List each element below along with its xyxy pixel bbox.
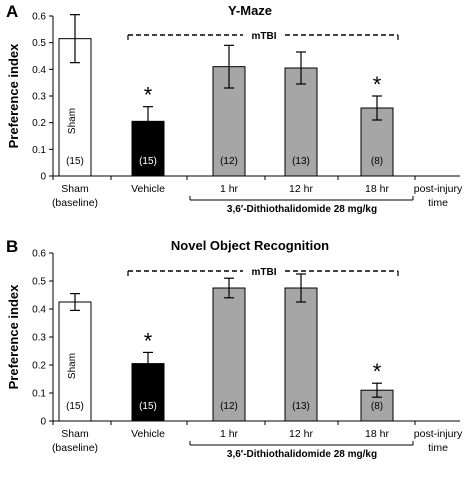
- significance-star: *: [373, 359, 382, 384]
- y-tick-label: 0.4: [32, 305, 46, 316]
- bracket-label: mTBI: [252, 31, 277, 42]
- panel-a: A Y-Maze Preference index 0 0.1 0.2 0.3 0.4 0.5 0…: [6, 2, 463, 215]
- category-label: Sham (baseline): [52, 183, 98, 209]
- n-label: (12): [220, 156, 238, 167]
- category-label: 1 hr: [220, 428, 239, 440]
- n-label: (15): [66, 156, 84, 167]
- significance-star: *: [144, 328, 153, 353]
- bar: [284, 287, 318, 422]
- n-label: (13): [292, 401, 310, 412]
- panel-letter: A: [6, 2, 18, 21]
- category-label: Sham (baseline): [52, 428, 98, 454]
- y-tick-label: 0: [40, 417, 46, 428]
- y-tick-label: 0.3: [32, 92, 46, 103]
- significance-star: *: [144, 83, 153, 108]
- bracket-label: mTBI: [252, 267, 277, 278]
- post-injury-label: post-injury time: [414, 183, 463, 209]
- n-label: (13): [292, 156, 310, 167]
- category-label: 1 hr: [220, 183, 239, 195]
- category-label: 18 hr: [365, 183, 389, 195]
- y-tick-label: 0.2: [32, 118, 46, 129]
- y-tick-label: 0.2: [32, 361, 46, 372]
- category-label: 18 hr: [365, 428, 389, 440]
- category-label: 12 hr: [289, 183, 313, 195]
- n-label: (15): [139, 156, 157, 167]
- post-injury-label: post-injury time: [414, 428, 463, 454]
- y-tick-label: 0.4: [32, 65, 46, 76]
- panel-letter: B: [6, 237, 18, 256]
- group-label: 3,6′-Dithiothalidomide 28 mg/kg: [227, 449, 377, 460]
- n-label: (15): [139, 401, 157, 412]
- chart-title: Y-Maze: [228, 3, 272, 18]
- n-label: (8): [371, 401, 383, 412]
- y-tick-label: 0.5: [32, 277, 46, 288]
- y-axis-label: Preference index: [6, 43, 21, 149]
- n-label: (15): [66, 401, 84, 412]
- y-tick-label: 0.6: [32, 249, 46, 260]
- category-label: Vehicle: [131, 183, 165, 195]
- sham-bar-label: Sham: [67, 108, 78, 134]
- significance-star: *: [373, 72, 382, 97]
- group-label: 3,6′-Dithiothalidomide 28 mg/kg: [227, 204, 377, 215]
- category-label: Vehicle: [131, 428, 165, 440]
- y-tick-label: 0.6: [32, 12, 46, 23]
- n-label: (8): [371, 156, 383, 167]
- y-tick-label: 0.5: [32, 38, 46, 49]
- y-axis-label: Preference index: [6, 284, 21, 390]
- y-tick-label: 0.1: [32, 389, 46, 400]
- n-label: (12): [220, 401, 238, 412]
- y-tick-label: 0: [40, 172, 46, 183]
- y-tick-label: 0.1: [32, 145, 46, 156]
- panel-b: B Novel Object Recognition Preference inde…: [6, 237, 463, 460]
- category-label: 12 hr: [289, 428, 313, 440]
- bar: [212, 287, 246, 422]
- sham-bar-label: Sham: [67, 353, 78, 379]
- y-tick-label: 0.3: [32, 333, 46, 344]
- chart-title: Novel Object Recognition: [171, 238, 329, 253]
